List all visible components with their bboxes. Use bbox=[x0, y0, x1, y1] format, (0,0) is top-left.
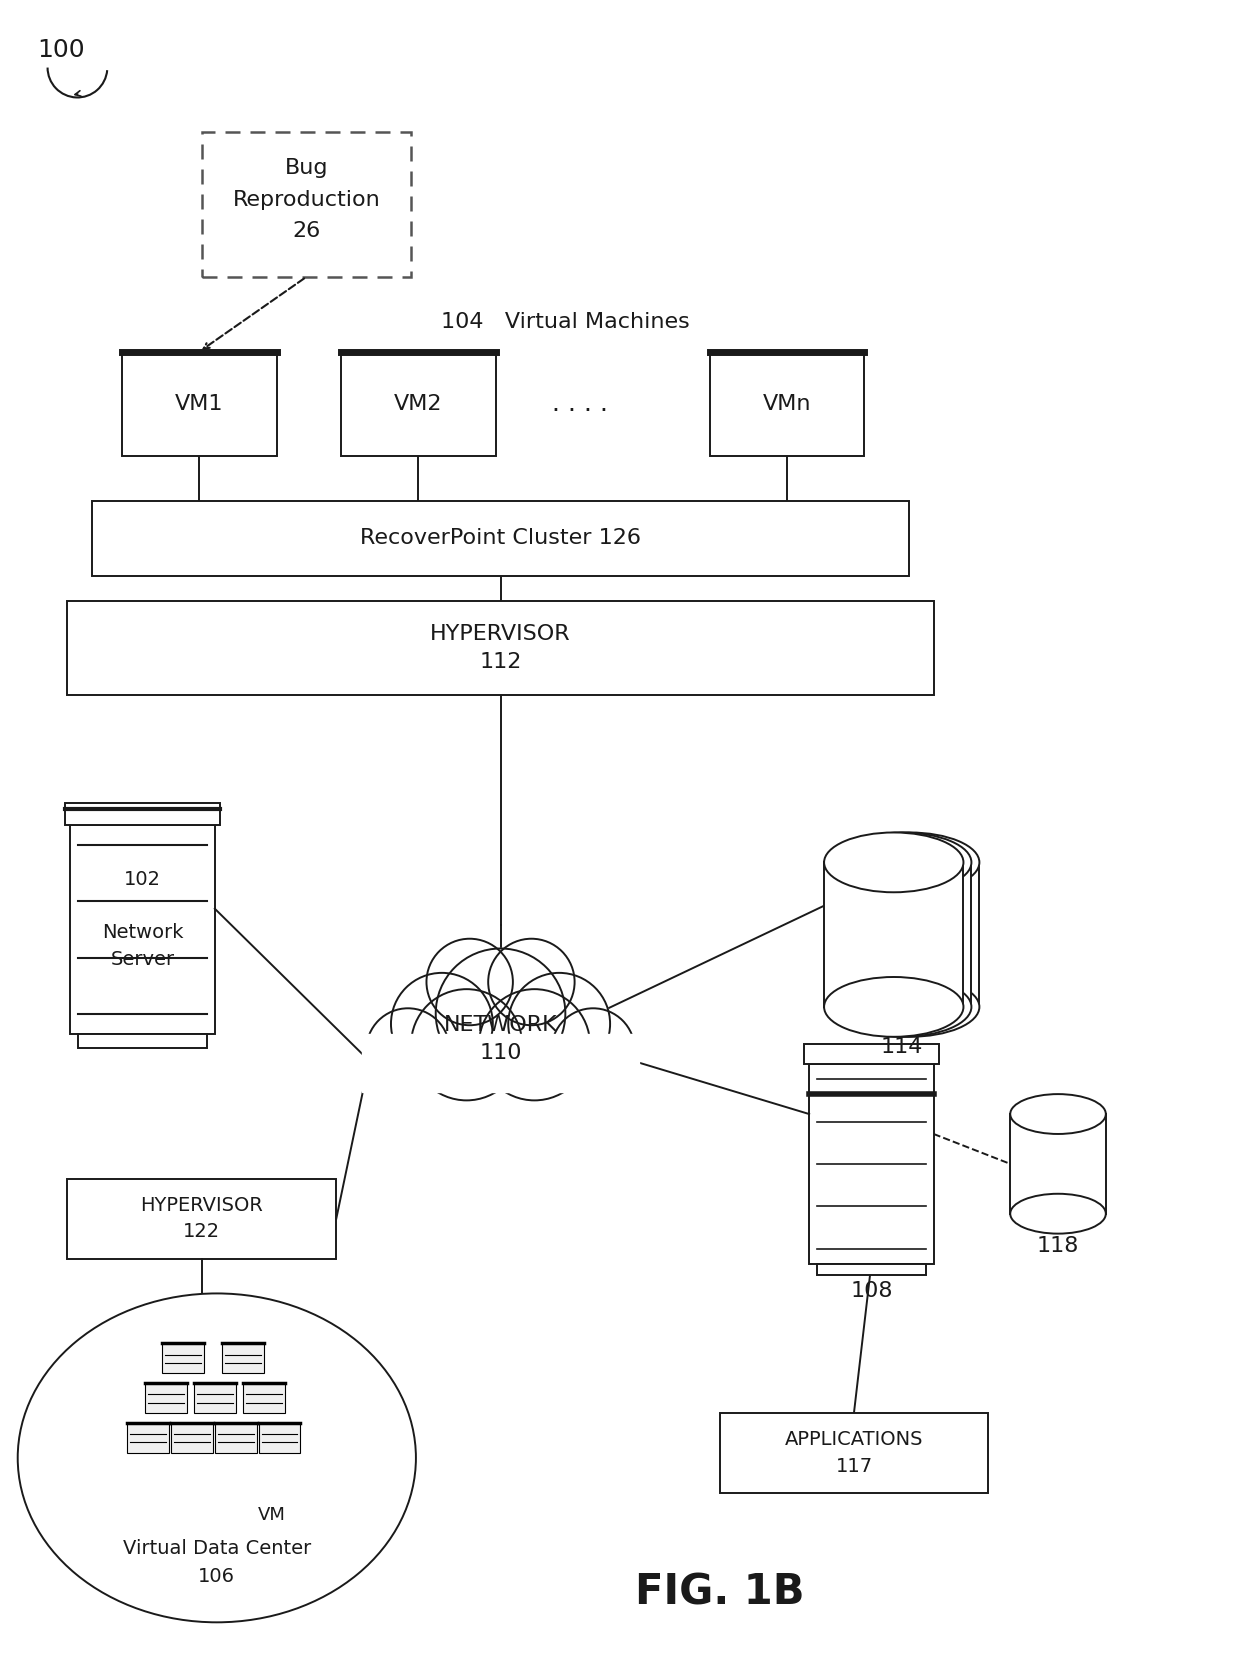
Bar bbox=[71, 824, 215, 1034]
Text: Bug
Reproduction
26: Bug Reproduction 26 bbox=[233, 159, 381, 242]
Text: 114: 114 bbox=[880, 1036, 923, 1058]
Bar bbox=[243, 1384, 284, 1413]
Text: NETWORK
110: NETWORK 110 bbox=[444, 1015, 558, 1063]
Circle shape bbox=[479, 990, 590, 1101]
Ellipse shape bbox=[17, 1294, 415, 1622]
Text: RecoverPoint Cluster 126: RecoverPoint Cluster 126 bbox=[360, 528, 641, 548]
Text: 102

Network
Server: 102 Network Server bbox=[102, 871, 184, 968]
Text: HYPERVISOR
122: HYPERVISOR 122 bbox=[140, 1197, 263, 1241]
Text: 118: 118 bbox=[1037, 1236, 1079, 1256]
Bar bbox=[825, 862, 963, 1006]
Text: VMn: VMn bbox=[763, 394, 811, 414]
Ellipse shape bbox=[825, 976, 963, 1036]
Text: Virtual Data Center
106: Virtual Data Center 106 bbox=[123, 1539, 311, 1585]
Text: HYPERVISOR
112: HYPERVISOR 112 bbox=[430, 624, 570, 672]
Ellipse shape bbox=[1011, 1094, 1106, 1134]
Text: APPLICATIONS
117: APPLICATIONS 117 bbox=[785, 1430, 924, 1476]
Text: 104   Virtual Machines: 104 Virtual Machines bbox=[440, 311, 689, 331]
Text: . . . .: . . . . bbox=[552, 392, 608, 417]
Circle shape bbox=[366, 1008, 450, 1092]
Circle shape bbox=[489, 938, 574, 1024]
Bar bbox=[78, 1034, 207, 1048]
Bar bbox=[215, 1423, 257, 1453]
Text: VM2: VM2 bbox=[394, 394, 443, 414]
Bar bbox=[259, 1423, 300, 1453]
Bar bbox=[362, 1034, 640, 1092]
Text: FIG. 1B: FIG. 1B bbox=[635, 1572, 805, 1614]
Circle shape bbox=[552, 1008, 635, 1092]
Bar bbox=[92, 501, 909, 576]
Bar bbox=[341, 351, 496, 457]
Bar bbox=[123, 351, 277, 457]
Ellipse shape bbox=[832, 832, 971, 892]
Circle shape bbox=[508, 973, 610, 1074]
Bar bbox=[67, 601, 934, 695]
Text: VM1: VM1 bbox=[175, 394, 223, 414]
Bar bbox=[222, 1344, 264, 1374]
Text: VM: VM bbox=[258, 1506, 285, 1524]
Bar bbox=[66, 803, 219, 824]
Bar bbox=[171, 1423, 213, 1453]
Bar bbox=[709, 351, 864, 457]
Bar bbox=[817, 1263, 925, 1276]
Bar bbox=[1011, 1114, 1106, 1213]
Bar bbox=[832, 862, 971, 1006]
Bar bbox=[67, 1178, 336, 1258]
Ellipse shape bbox=[825, 832, 963, 892]
Bar bbox=[193, 1384, 236, 1413]
Circle shape bbox=[410, 990, 522, 1101]
Bar bbox=[145, 1384, 187, 1413]
Bar bbox=[839, 862, 980, 1006]
Ellipse shape bbox=[839, 976, 980, 1036]
Circle shape bbox=[435, 948, 565, 1079]
Circle shape bbox=[427, 938, 513, 1024]
Ellipse shape bbox=[832, 976, 971, 1036]
Bar bbox=[805, 1044, 939, 1064]
Circle shape bbox=[391, 973, 492, 1074]
Bar bbox=[202, 132, 410, 276]
Bar bbox=[128, 1423, 169, 1453]
Ellipse shape bbox=[1011, 1193, 1106, 1233]
Text: 100: 100 bbox=[37, 38, 86, 61]
Text: 108: 108 bbox=[851, 1281, 893, 1301]
Bar bbox=[162, 1344, 203, 1374]
Ellipse shape bbox=[839, 832, 980, 892]
Bar bbox=[810, 1064, 934, 1263]
Bar bbox=[719, 1413, 988, 1493]
